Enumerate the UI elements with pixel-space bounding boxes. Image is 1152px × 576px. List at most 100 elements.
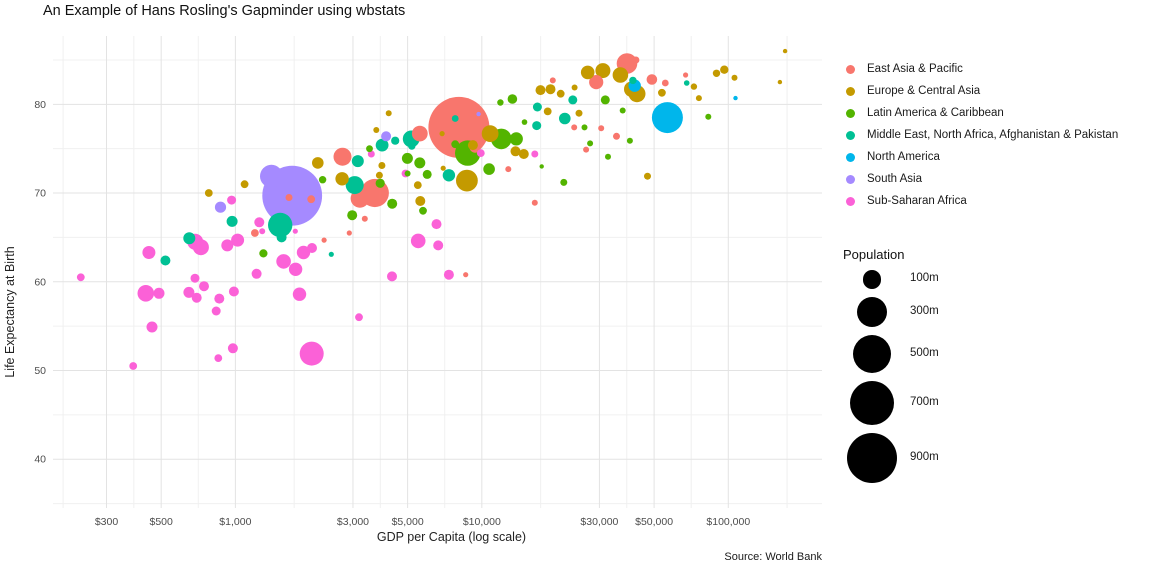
data-point bbox=[276, 232, 287, 243]
data-point bbox=[411, 125, 428, 142]
data-point bbox=[560, 178, 568, 186]
data-point bbox=[619, 107, 626, 114]
legend-label: Latin America & Caribbean bbox=[867, 107, 1004, 119]
data-point bbox=[683, 80, 690, 86]
data-point bbox=[259, 249, 268, 258]
data-point bbox=[600, 95, 610, 105]
data-point bbox=[410, 233, 426, 249]
data-point bbox=[413, 181, 422, 190]
legend-color-dot bbox=[846, 64, 855, 74]
data-point bbox=[587, 140, 594, 147]
data-point bbox=[142, 246, 156, 259]
data-point bbox=[535, 85, 546, 96]
data-point bbox=[129, 362, 138, 370]
data-point bbox=[626, 137, 633, 144]
population-size-label: 100m bbox=[910, 272, 939, 285]
data-point bbox=[549, 77, 556, 84]
legend-label: Europe & Central Asia bbox=[867, 85, 981, 97]
data-point bbox=[442, 169, 456, 182]
data-point bbox=[328, 251, 334, 257]
data-point bbox=[605, 153, 611, 160]
data-point bbox=[731, 74, 738, 81]
data-point bbox=[228, 286, 239, 297]
population-size-label: 500m bbox=[910, 346, 939, 359]
data-point bbox=[183, 232, 196, 245]
legend-label: Sub-Saharan Africa bbox=[867, 195, 967, 207]
data-point bbox=[456, 169, 478, 192]
data-point bbox=[367, 150, 375, 158]
data-point bbox=[191, 292, 202, 303]
data-point bbox=[782, 48, 788, 54]
data-point bbox=[254, 217, 265, 228]
data-point bbox=[644, 172, 651, 180]
data-point bbox=[199, 281, 209, 292]
data-point bbox=[221, 239, 234, 252]
data-point bbox=[507, 94, 518, 104]
y-tick-label: 70 bbox=[34, 188, 46, 200]
data-point bbox=[307, 195, 316, 204]
data-point bbox=[595, 63, 611, 79]
data-point bbox=[318, 176, 327, 184]
data-point bbox=[556, 89, 565, 98]
data-point bbox=[285, 194, 293, 201]
legend-color-dot bbox=[846, 196, 855, 206]
y-tick-label: 40 bbox=[34, 454, 46, 466]
data-point bbox=[312, 157, 324, 169]
data-point bbox=[467, 140, 478, 151]
data-point bbox=[415, 196, 426, 206]
data-point bbox=[646, 74, 658, 85]
data-point bbox=[76, 273, 85, 282]
data-point bbox=[568, 95, 578, 105]
legend-item: Sub-Saharan Africa bbox=[840, 194, 967, 208]
legend-color-dot bbox=[846, 130, 855, 140]
legend-label: North America bbox=[867, 151, 940, 163]
source-caption: Source: World Bank bbox=[724, 551, 822, 563]
data-point bbox=[401, 152, 413, 164]
data-point bbox=[375, 138, 389, 152]
data-point bbox=[296, 245, 311, 260]
y-tick-label: 60 bbox=[34, 276, 46, 288]
data-point bbox=[204, 189, 213, 197]
data-point bbox=[705, 113, 712, 120]
data-point bbox=[632, 56, 640, 64]
data-point bbox=[440, 165, 446, 171]
x-tick-label: $500 bbox=[149, 516, 173, 528]
data-point bbox=[227, 195, 237, 205]
data-point bbox=[571, 124, 578, 131]
data-point bbox=[583, 146, 590, 153]
data-point bbox=[476, 111, 481, 117]
data-point bbox=[333, 147, 352, 166]
data-point bbox=[712, 69, 721, 78]
data-point bbox=[307, 243, 317, 253]
data-point bbox=[531, 150, 539, 158]
data-point bbox=[183, 286, 195, 298]
data-point bbox=[580, 65, 595, 80]
legend-item: Europe & Central Asia bbox=[840, 84, 980, 98]
data-point bbox=[347, 210, 358, 221]
legend-item: East Asia & Pacific bbox=[840, 62, 963, 76]
data-point bbox=[378, 162, 386, 169]
data-point bbox=[214, 201, 227, 213]
x-tick-label: $5,000 bbox=[392, 516, 424, 528]
legend-color-dot bbox=[846, 108, 855, 118]
chart-title: An Example of Hans Rosling's Gapminder u… bbox=[43, 3, 406, 19]
data-point bbox=[532, 102, 542, 112]
data-point bbox=[589, 75, 604, 90]
data-point bbox=[539, 164, 544, 169]
data-point bbox=[598, 125, 605, 132]
data-point bbox=[408, 142, 416, 150]
data-point bbox=[439, 131, 445, 137]
data-point bbox=[251, 268, 262, 279]
data-point bbox=[419, 206, 427, 215]
data-point bbox=[629, 76, 637, 85]
population-size-label: 900m bbox=[910, 451, 939, 464]
data-point bbox=[231, 233, 245, 247]
y-tick-label: 50 bbox=[34, 365, 46, 377]
data-point bbox=[366, 145, 373, 153]
data-point bbox=[559, 112, 571, 125]
legend-item: Middle East, North Africa, Afghanistan &… bbox=[840, 128, 1118, 142]
population-size-label: 700m bbox=[910, 395, 939, 408]
data-point bbox=[375, 171, 383, 179]
